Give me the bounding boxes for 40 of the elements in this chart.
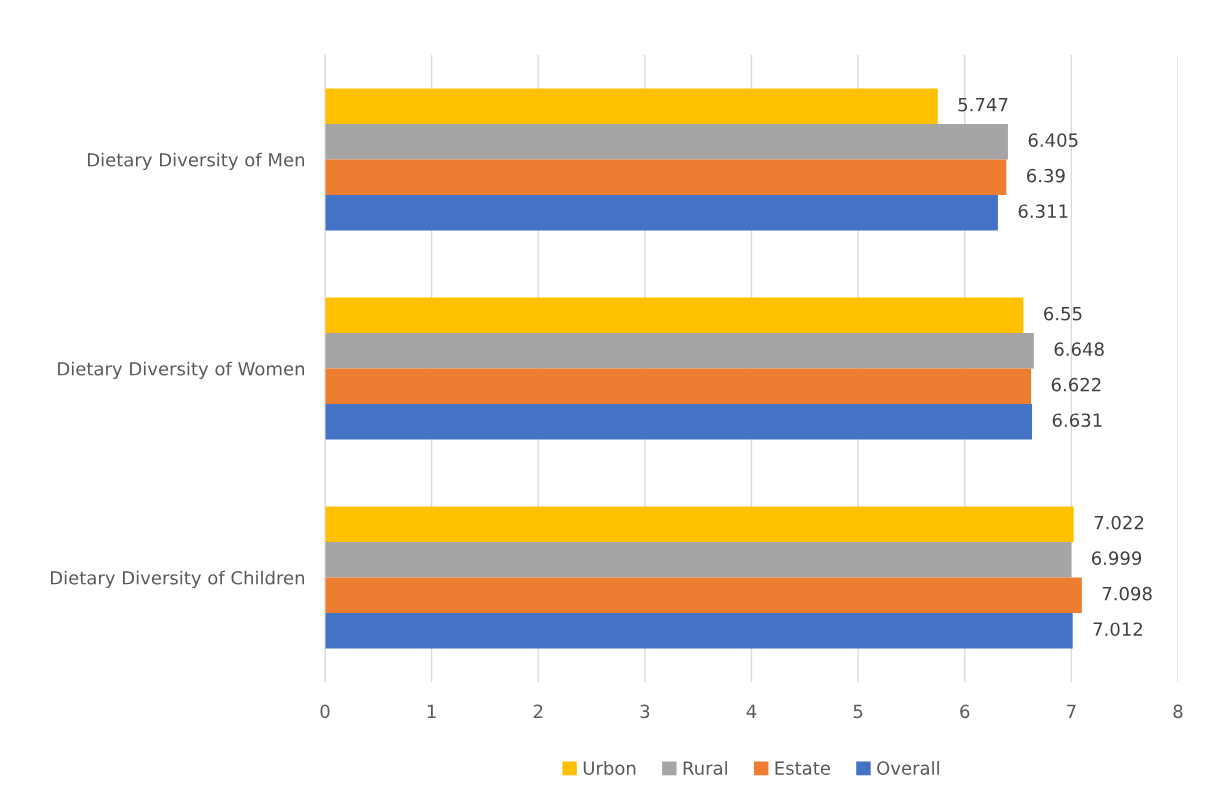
bar xyxy=(325,541,1072,578)
data-label: 6.39 xyxy=(1027,168,1065,183)
bar xyxy=(325,159,1007,196)
data-label: 7.022 xyxy=(1094,515,1144,530)
legend-label: Overall xyxy=(877,760,939,775)
x-tick-label: 0 xyxy=(320,704,330,719)
legend-label: Estate xyxy=(775,761,830,775)
data-label: 7.098 xyxy=(1102,586,1152,601)
data-label: 6.405 xyxy=(1028,133,1078,147)
x-tick-label: 8 xyxy=(1173,704,1183,719)
data-label: 6.999 xyxy=(1091,551,1142,565)
y-tick-label: Dietary Diversity of Women xyxy=(58,361,305,380)
x-tick-label: 3 xyxy=(640,704,650,719)
data-label: 6.311 xyxy=(1018,204,1068,219)
data-label: 6.631 xyxy=(1052,413,1102,428)
x-tick-label: 4 xyxy=(746,704,757,718)
bar xyxy=(325,297,1024,333)
x-tick-label: 1 xyxy=(427,704,436,718)
bar xyxy=(325,613,1073,649)
y-tick-label: Dietary Diversity of Men xyxy=(87,152,305,171)
data-label: 5.747 xyxy=(958,98,1008,112)
legend-label: Rural xyxy=(683,760,727,775)
bar xyxy=(325,577,1082,614)
bar xyxy=(325,506,1074,542)
bar xyxy=(325,332,1034,369)
data-label: 6.55 xyxy=(1044,306,1082,321)
data-label: 6.648 xyxy=(1054,342,1104,356)
x-tick-label: 5 xyxy=(853,704,863,719)
legend-label: Urbon xyxy=(583,760,636,775)
data-label: 6.622 xyxy=(1051,377,1101,392)
x-tick-label: 6 xyxy=(960,704,970,719)
x-tick-label: 2 xyxy=(533,704,543,718)
bar xyxy=(325,404,1033,440)
data-label: 7.012 xyxy=(1093,622,1142,637)
bar xyxy=(325,368,1032,405)
x-tick-label: 7 xyxy=(1067,704,1076,718)
bar xyxy=(325,195,998,231)
bar xyxy=(325,88,938,124)
y-tick-label: Dietary Diversity of Children xyxy=(50,570,305,589)
bar xyxy=(325,123,1008,160)
